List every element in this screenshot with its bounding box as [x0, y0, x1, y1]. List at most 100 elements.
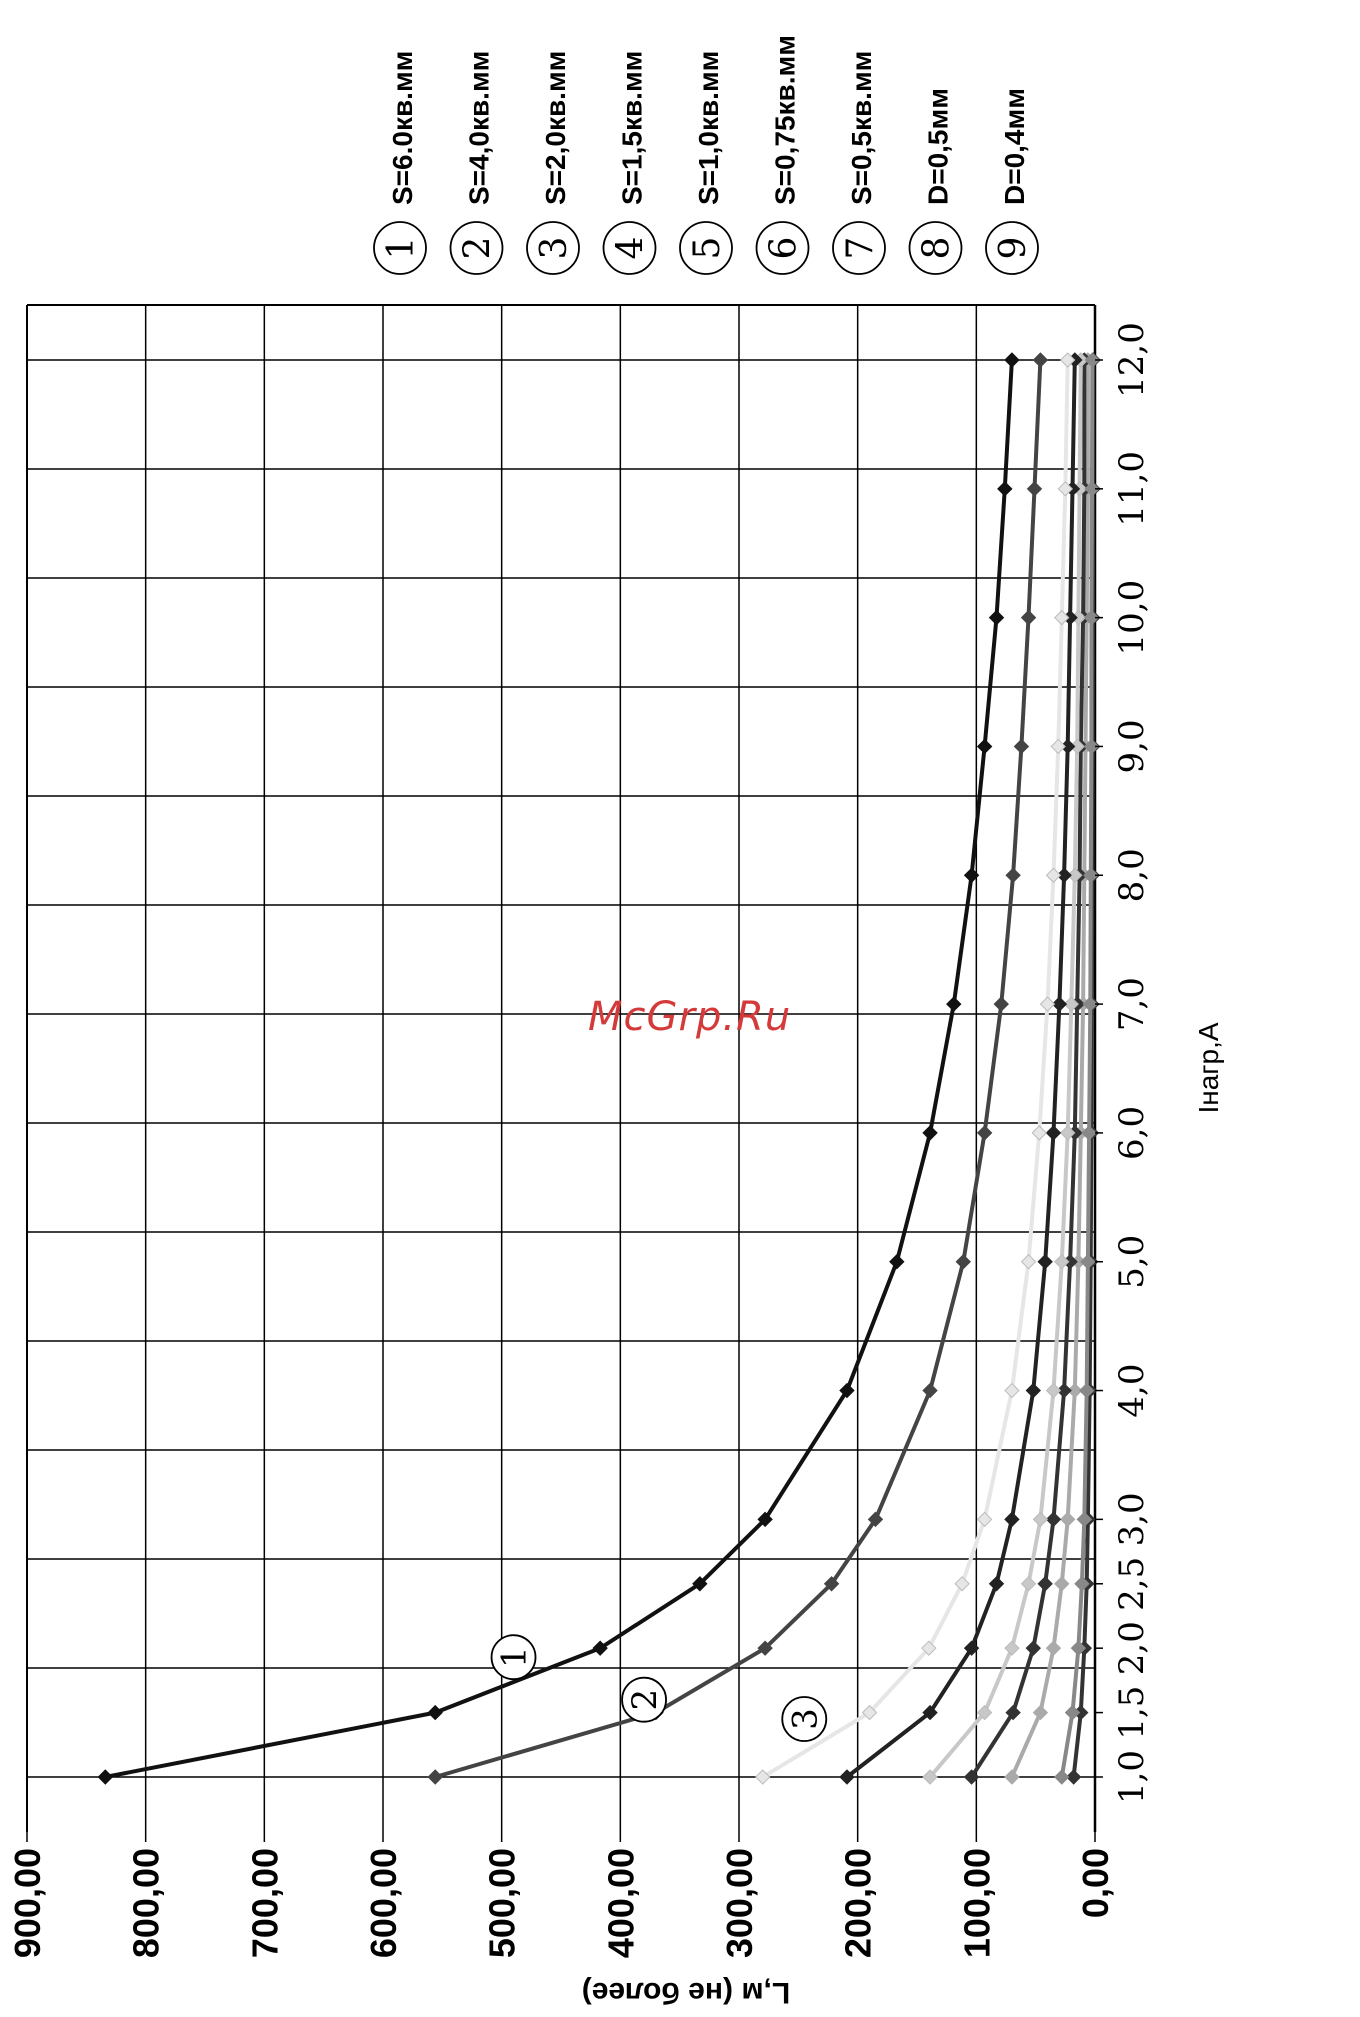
- category-tick-label: 1,5: [1112, 1686, 1152, 1740]
- legend-marker-number: 2: [458, 237, 499, 260]
- data-point: [976, 1125, 993, 1141]
- x-axis-title: Iнагр,А: [1193, 1022, 1224, 1113]
- data-point: [1067, 1382, 1083, 1399]
- data-point: [976, 738, 993, 755]
- curve-marker-circle: [490, 1634, 537, 1681]
- legend-label: S=2,0кв.мм: [540, 51, 571, 205]
- category-tick-label: 10,0: [1112, 580, 1152, 656]
- legend-label: S=6.0кв.мм: [387, 51, 418, 205]
- legend-marker-number: 9: [993, 237, 1034, 260]
- legend-marker-number: 6: [764, 237, 805, 260]
- data-point: [1004, 1511, 1020, 1528]
- curve-marker-circle: [621, 1676, 667, 1723]
- legend-marker-circle: [755, 221, 810, 275]
- data-point: [1054, 1769, 1070, 1785]
- chart-legend: 1 S=6.0кв.мм 2 S=4,0кв.мм 3 S=2,0кв.мм 4 S=1,5к…: [373, 35, 1039, 275]
- data-point: [954, 1576, 970, 1592]
- category-tick-label: 12,0: [1112, 322, 1152, 398]
- legend-marker-number: 1: [381, 237, 422, 260]
- category-tick-label: 4,0: [1112, 1364, 1152, 1418]
- series-line: [969, 360, 1087, 1779]
- data-point: [1057, 481, 1074, 497]
- data-point: [1083, 867, 1099, 883]
- value-tick-label: 900,00: [7, 1848, 48, 1958]
- chart-axes: 0,00 100,00 200,00 300,00 400,00 500,00 600,00…: [7, 322, 1224, 2009]
- series-line: [1010, 360, 1090, 1778]
- data-point: [1060, 1125, 1076, 1141]
- data-point: [1025, 1382, 1041, 1399]
- data-point: [1070, 1640, 1087, 1656]
- data-point: [1054, 609, 1070, 626]
- data-point: [1082, 996, 1098, 1012]
- data-point: [1004, 1640, 1020, 1656]
- data-point: [1084, 481, 1100, 497]
- data-point: [1026, 481, 1043, 497]
- legend-marker-circle: [449, 221, 504, 275]
- curve-callouts: 1 2 3: [490, 1634, 828, 1742]
- category-tick-label: 7,0: [1112, 977, 1152, 1031]
- data-point: [963, 1769, 980, 1785]
- value-tick-label: 500,00: [482, 1848, 523, 1958]
- legend-label: S=0,5кв.мм: [846, 51, 877, 205]
- data-point: [755, 1769, 771, 1785]
- data-point: [839, 1769, 855, 1785]
- category-tick-label: 2,5: [1112, 1557, 1152, 1611]
- category-tick-label: 11,0: [1112, 451, 1152, 527]
- data-point: [1004, 352, 1020, 368]
- legend-marker-number: 7: [840, 237, 881, 260]
- data-point: [1054, 1254, 1070, 1270]
- data-point: [1074, 1576, 1090, 1592]
- data-point: [988, 609, 1005, 626]
- data-point: [1084, 352, 1100, 368]
- legend-marker-circle: [373, 221, 427, 275]
- legend-marker-circle: [832, 221, 886, 275]
- data-point: [427, 1769, 443, 1785]
- data-point: [1083, 738, 1100, 755]
- legend-label: D=0,4мм: [999, 88, 1030, 205]
- data-point: [922, 1704, 938, 1721]
- series-line: [1059, 359, 1095, 1778]
- legend-marker-circle: [679, 221, 733, 275]
- data-point: [1050, 738, 1066, 755]
- data-point: [1045, 867, 1062, 883]
- series-line: [434, 359, 1043, 1779]
- data-point: [1032, 352, 1049, 368]
- y-axis-title: L,м (не более): [582, 1976, 790, 2009]
- data-point: [976, 1704, 993, 1721]
- data-point: [963, 867, 980, 883]
- curve-marker-number: 3: [785, 1708, 825, 1730]
- value-tick-label: 700,00: [244, 1848, 285, 1958]
- value-tick-label: 300,00: [719, 1848, 760, 1958]
- data-point: [757, 1511, 773, 1528]
- data-point: [1020, 1254, 1037, 1270]
- legend-label: S=1,5кв.мм: [617, 51, 648, 205]
- data-point: [1039, 996, 1056, 1012]
- legend-marker-circle: [985, 221, 1039, 275]
- data-point: [1004, 1382, 1020, 1399]
- data-point: [1037, 1254, 1053, 1270]
- data-point: [1051, 996, 1068, 1012]
- legend-marker-number: 8: [917, 237, 958, 260]
- category-tick-label: 3,0: [1112, 1492, 1152, 1546]
- data-point: [1054, 1576, 1070, 1592]
- watermark: McGrp.Ru: [588, 994, 792, 1040]
- legend-marker-number: 5: [687, 237, 728, 260]
- data-point: [1032, 1704, 1049, 1721]
- data-point: [1005, 1704, 1021, 1721]
- data-point: [955, 1254, 971, 1270]
- category-tick-label: 5,0: [1112, 1235, 1152, 1289]
- chart-series: [97, 352, 1101, 1785]
- value-tick-label: 200,00: [838, 1848, 879, 1958]
- curve-marker-number: 1: [495, 1646, 535, 1668]
- data-point: [1060, 352, 1076, 368]
- data-point: [976, 1511, 993, 1528]
- data-point: [1083, 609, 1100, 626]
- data-point: [922, 1769, 938, 1785]
- data-point: [1078, 1382, 1095, 1399]
- data-point: [922, 1382, 938, 1399]
- category-tick-label: 1,0: [1112, 1750, 1152, 1804]
- series-line: [928, 359, 1083, 1779]
- series-line: [104, 359, 1014, 1779]
- data-point: [1045, 1511, 1062, 1528]
- series-line: [761, 359, 1070, 1779]
